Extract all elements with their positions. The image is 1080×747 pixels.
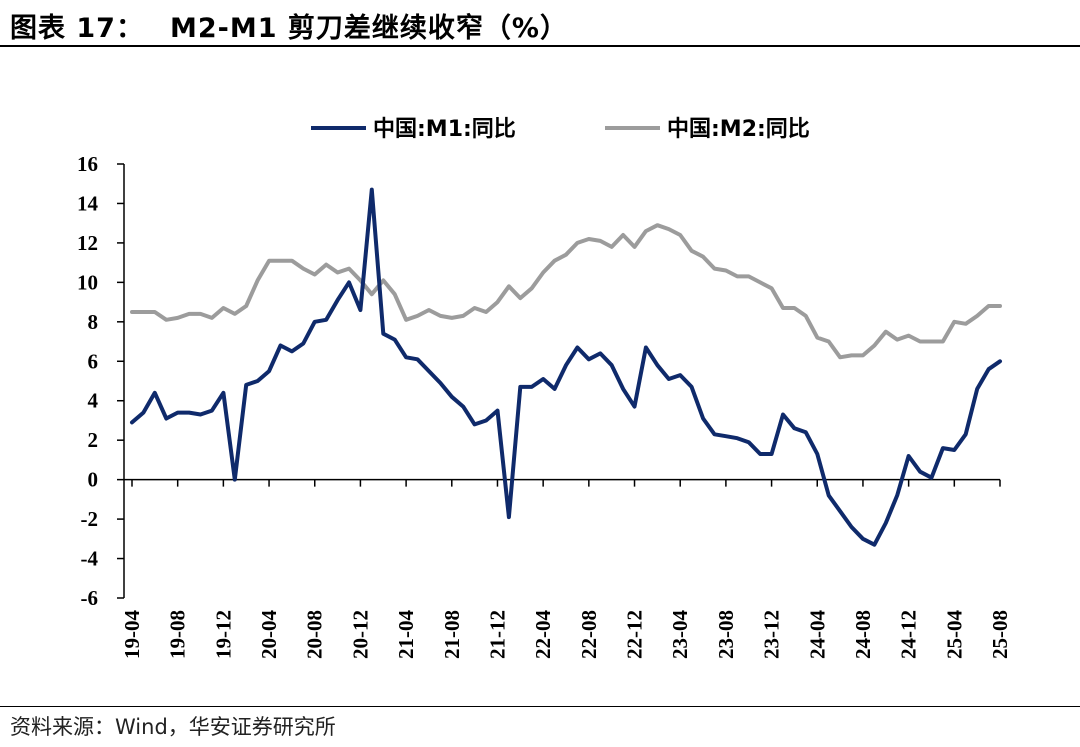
x-tick-label: 24-08 [851, 610, 875, 659]
y-tick-label: -4 [81, 547, 99, 571]
x-axis: 19-04 19-08 19-12 20-04 20-08 20-12 21-04 21-08… [120, 478, 1012, 659]
y-tick-label: -6 [81, 586, 99, 610]
y-tick-label: 10 [77, 270, 98, 294]
y-tick-label: 16 [77, 152, 98, 176]
y-tick-label: 12 [77, 231, 98, 255]
x-tick-label: 20-12 [348, 610, 372, 659]
source-note: 资料来源：Wind，华安证券研究所 [10, 715, 336, 739]
figure-title-text: M2-M1 剪刀差继续收窄（%） [169, 13, 568, 44]
y-axis: -6 -4 -2 0 2 4 6 8 10 12 14 16 [77, 152, 125, 610]
title-rule [0, 45, 1080, 47]
figure-title: 图表 17： M2-M1 剪刀差继续收窄（%） [10, 6, 568, 45]
x-tick-label: 20-08 [303, 610, 327, 659]
x-tick-label: 25-04 [942, 610, 966, 659]
legend-label-m1: 中国:M1:同比 [373, 117, 516, 142]
x-tick-label: 23-04 [668, 610, 692, 659]
y-tick-label: 2 [88, 428, 99, 452]
x-tick-label: 21-04 [394, 610, 418, 659]
y-tick-label: -2 [81, 507, 99, 531]
series-line-m1 [130, 187, 1002, 547]
x-tick-label: 23-08 [714, 610, 738, 659]
x-tick-label: 22-04 [531, 610, 555, 659]
legend: 中国:M1:同比 中国:M2:同比 [311, 117, 810, 142]
x-tick-label: 19-12 [211, 610, 235, 659]
y-tick-label: 14 [77, 191, 99, 215]
x-tick-label: 21-08 [440, 610, 464, 659]
x-tick-label: 25-08 [988, 610, 1012, 659]
legend-label-m2: 中国:M2:同比 [667, 117, 810, 142]
x-tick-label: 19-08 [166, 610, 190, 659]
x-tick-label: 22-12 [623, 610, 647, 659]
x-tick-label: 23-12 [760, 610, 784, 659]
y-tick-label: 0 [88, 468, 99, 492]
x-tick-label: 24-12 [897, 610, 921, 659]
x-tick-label: 22-08 [577, 610, 601, 659]
source-rule [0, 706, 1080, 707]
x-tick-label: 21-12 [485, 610, 509, 659]
y-tick-label: 4 [88, 389, 99, 413]
x-tick-label: 20-04 [257, 610, 281, 659]
series-lines [130, 187, 1002, 547]
x-tick-label: 24-04 [805, 610, 829, 659]
figure-number: 图表 17： [10, 13, 144, 44]
y-tick-label: 8 [88, 310, 99, 334]
y-tick-label: 6 [88, 349, 99, 373]
x-tick-label: 19-04 [120, 610, 144, 659]
series-line-m2 [130, 223, 1002, 360]
line-chart: 中国:M1:同比 中国:M2:同比 -6 -4 -2 0 2 4 6 8 10 12 14 16 19-… [77, 117, 1012, 659]
